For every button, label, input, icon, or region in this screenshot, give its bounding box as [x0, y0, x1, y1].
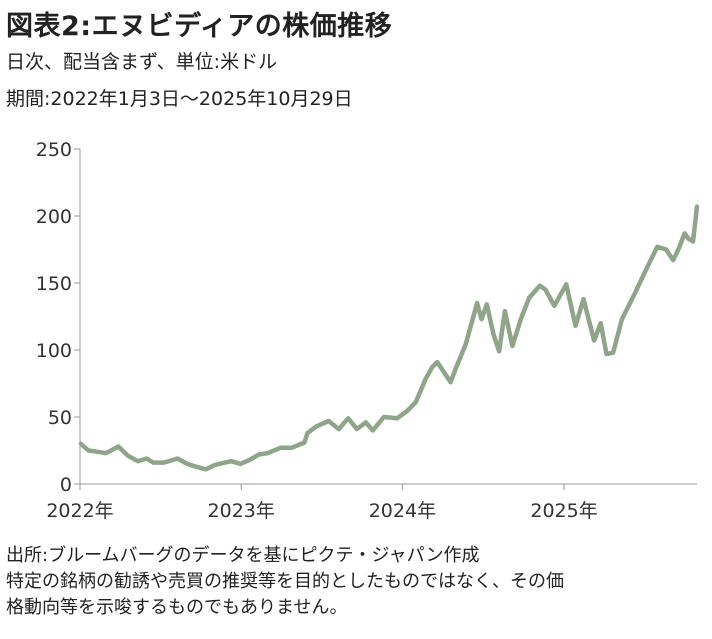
- x-tick-label: 2025年: [530, 500, 597, 522]
- y-tick-label: 150: [36, 273, 72, 295]
- x-tick-label: 2024年: [369, 500, 436, 522]
- x-tick-label: 2022年: [46, 500, 113, 522]
- chart-title: 図表2:エヌビディアの株価推移: [6, 11, 393, 42]
- line-chart: 0 50 100 150 200 250 2022年 2023年 2024年 2025年: [36, 139, 700, 522]
- disclaimer-line-1: 特定の銘柄の勧誘や売買の推奨等を目的としたものではなく、その価: [6, 571, 564, 592]
- price-series-line: [78, 204, 700, 472]
- y-tick-label: 0: [60, 474, 72, 496]
- chart-units-note: 日次、配当含まず、単位:米ドル: [6, 51, 278, 73]
- chart-period-note: 期間:2022年1月3日～2025年10月29日: [6, 88, 353, 110]
- y-tick-label: 50: [48, 407, 72, 429]
- disclaimer-line-2: 格動向等を示唆するものでもありません。: [6, 597, 348, 618]
- source-note: 出所:ブルームバーグのデータを基にピクテ・ジャパン作成: [6, 545, 480, 566]
- y-tick-label: 200: [36, 206, 72, 228]
- x-tick-label: 2023年: [208, 500, 275, 522]
- y-tick-label: 100: [36, 340, 72, 362]
- y-tick-label: 250: [36, 139, 72, 161]
